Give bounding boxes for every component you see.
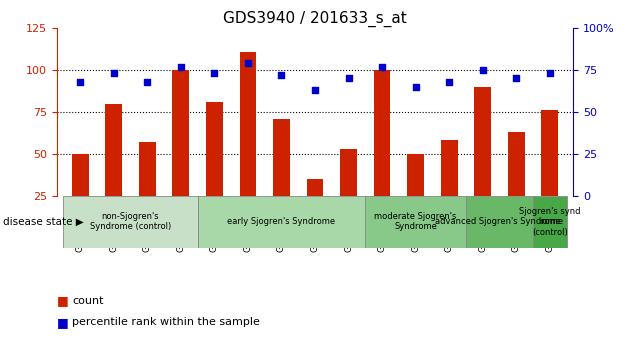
Point <box>377 64 387 70</box>
Bar <box>139 142 156 237</box>
Point <box>75 79 85 85</box>
Point <box>109 71 119 76</box>
Point <box>310 87 320 93</box>
Point <box>209 71 219 76</box>
Bar <box>541 110 558 237</box>
Bar <box>206 102 223 237</box>
Point <box>142 79 152 85</box>
Bar <box>340 149 357 237</box>
Point <box>511 76 521 81</box>
Title: GDS3940 / 201633_s_at: GDS3940 / 201633_s_at <box>223 11 407 27</box>
Point <box>411 84 421 90</box>
Bar <box>407 154 424 237</box>
Bar <box>474 87 491 237</box>
Point <box>343 76 353 81</box>
Bar <box>173 70 189 237</box>
Bar <box>374 70 391 237</box>
Point <box>478 67 488 73</box>
Bar <box>508 132 525 237</box>
Bar <box>72 154 89 237</box>
Bar <box>533 195 566 248</box>
Bar <box>64 195 198 248</box>
Point <box>176 64 186 70</box>
Text: ■: ■ <box>57 295 69 307</box>
Bar <box>105 104 122 237</box>
Point <box>277 72 287 78</box>
Bar <box>198 195 365 248</box>
Bar <box>239 52 256 237</box>
Point <box>243 61 253 66</box>
Text: disease state ▶: disease state ▶ <box>3 217 84 227</box>
Bar <box>441 140 457 237</box>
Bar <box>307 179 323 237</box>
Text: ■: ■ <box>57 316 69 329</box>
Text: count: count <box>72 296 104 306</box>
Text: advanced Sjogren's Syndrome: advanced Sjogren's Syndrome <box>435 217 564 226</box>
Point <box>545 71 555 76</box>
Text: percentile rank within the sample: percentile rank within the sample <box>72 317 260 327</box>
Text: early Sjogren's Syndrome: early Sjogren's Syndrome <box>227 217 336 226</box>
Text: Sjogren's synd
rome
(control): Sjogren's synd rome (control) <box>519 207 581 236</box>
Bar <box>466 195 533 248</box>
Bar <box>365 195 466 248</box>
Text: moderate Sjogren's
Syndrome: moderate Sjogren's Syndrome <box>374 212 457 232</box>
Bar <box>273 119 290 237</box>
Point <box>444 79 454 85</box>
Text: non-Sjogren's
Syndrome (control): non-Sjogren's Syndrome (control) <box>90 212 171 232</box>
